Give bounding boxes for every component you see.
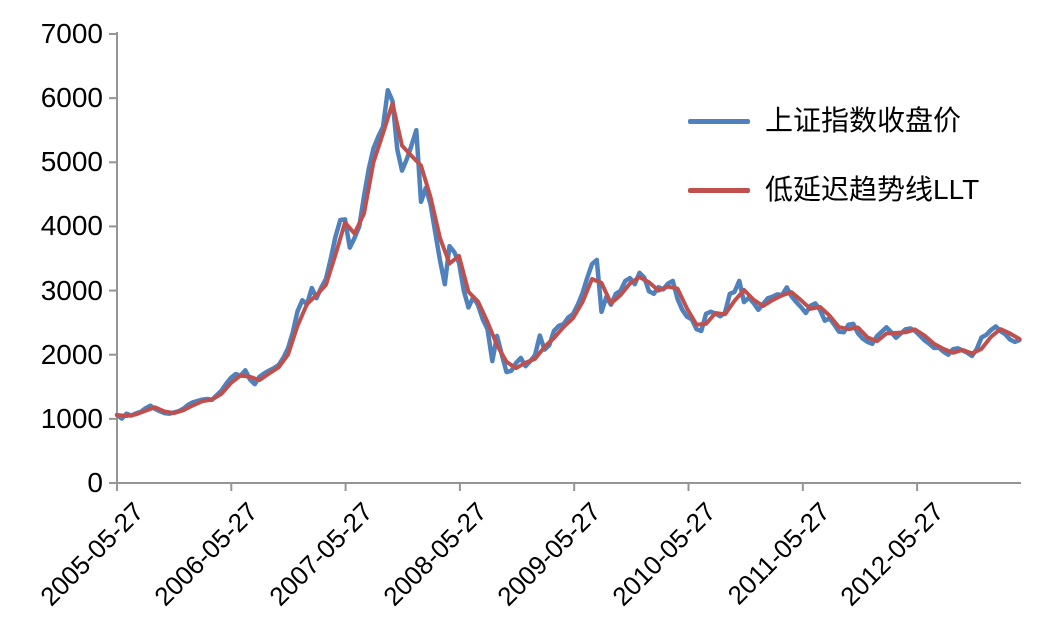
legend-label-llt: 低延迟趋势线LLT xyxy=(765,174,980,205)
y-tick-label: 0 xyxy=(87,467,103,498)
y-tick-label: 2000 xyxy=(40,338,103,370)
legend-label-close: 上证指数收盘价 xyxy=(765,105,962,136)
legend: 上证指数收盘价 低延迟趋势线LLT xyxy=(688,104,979,207)
y-tick-label: 4000 xyxy=(40,210,103,242)
y-tick-label: 6000 xyxy=(40,82,103,114)
series-line-close xyxy=(114,87,1022,421)
y-tick-label: 1000 xyxy=(40,402,103,434)
y-tick-label: 5000 xyxy=(40,146,103,178)
legend-entry-llt: 低延迟趋势线LLT xyxy=(688,173,979,207)
legend-swatch-close-line-icon xyxy=(688,118,750,124)
legend-entry-close: 上证指数收盘价 xyxy=(688,104,979,138)
y-tick-label: 7000 xyxy=(40,18,103,49)
y-tick-label: 3000 xyxy=(40,274,103,306)
series-line-llt xyxy=(115,101,1022,418)
axis-lines xyxy=(116,32,1021,484)
legend-swatch-llt-line-icon xyxy=(688,187,750,193)
